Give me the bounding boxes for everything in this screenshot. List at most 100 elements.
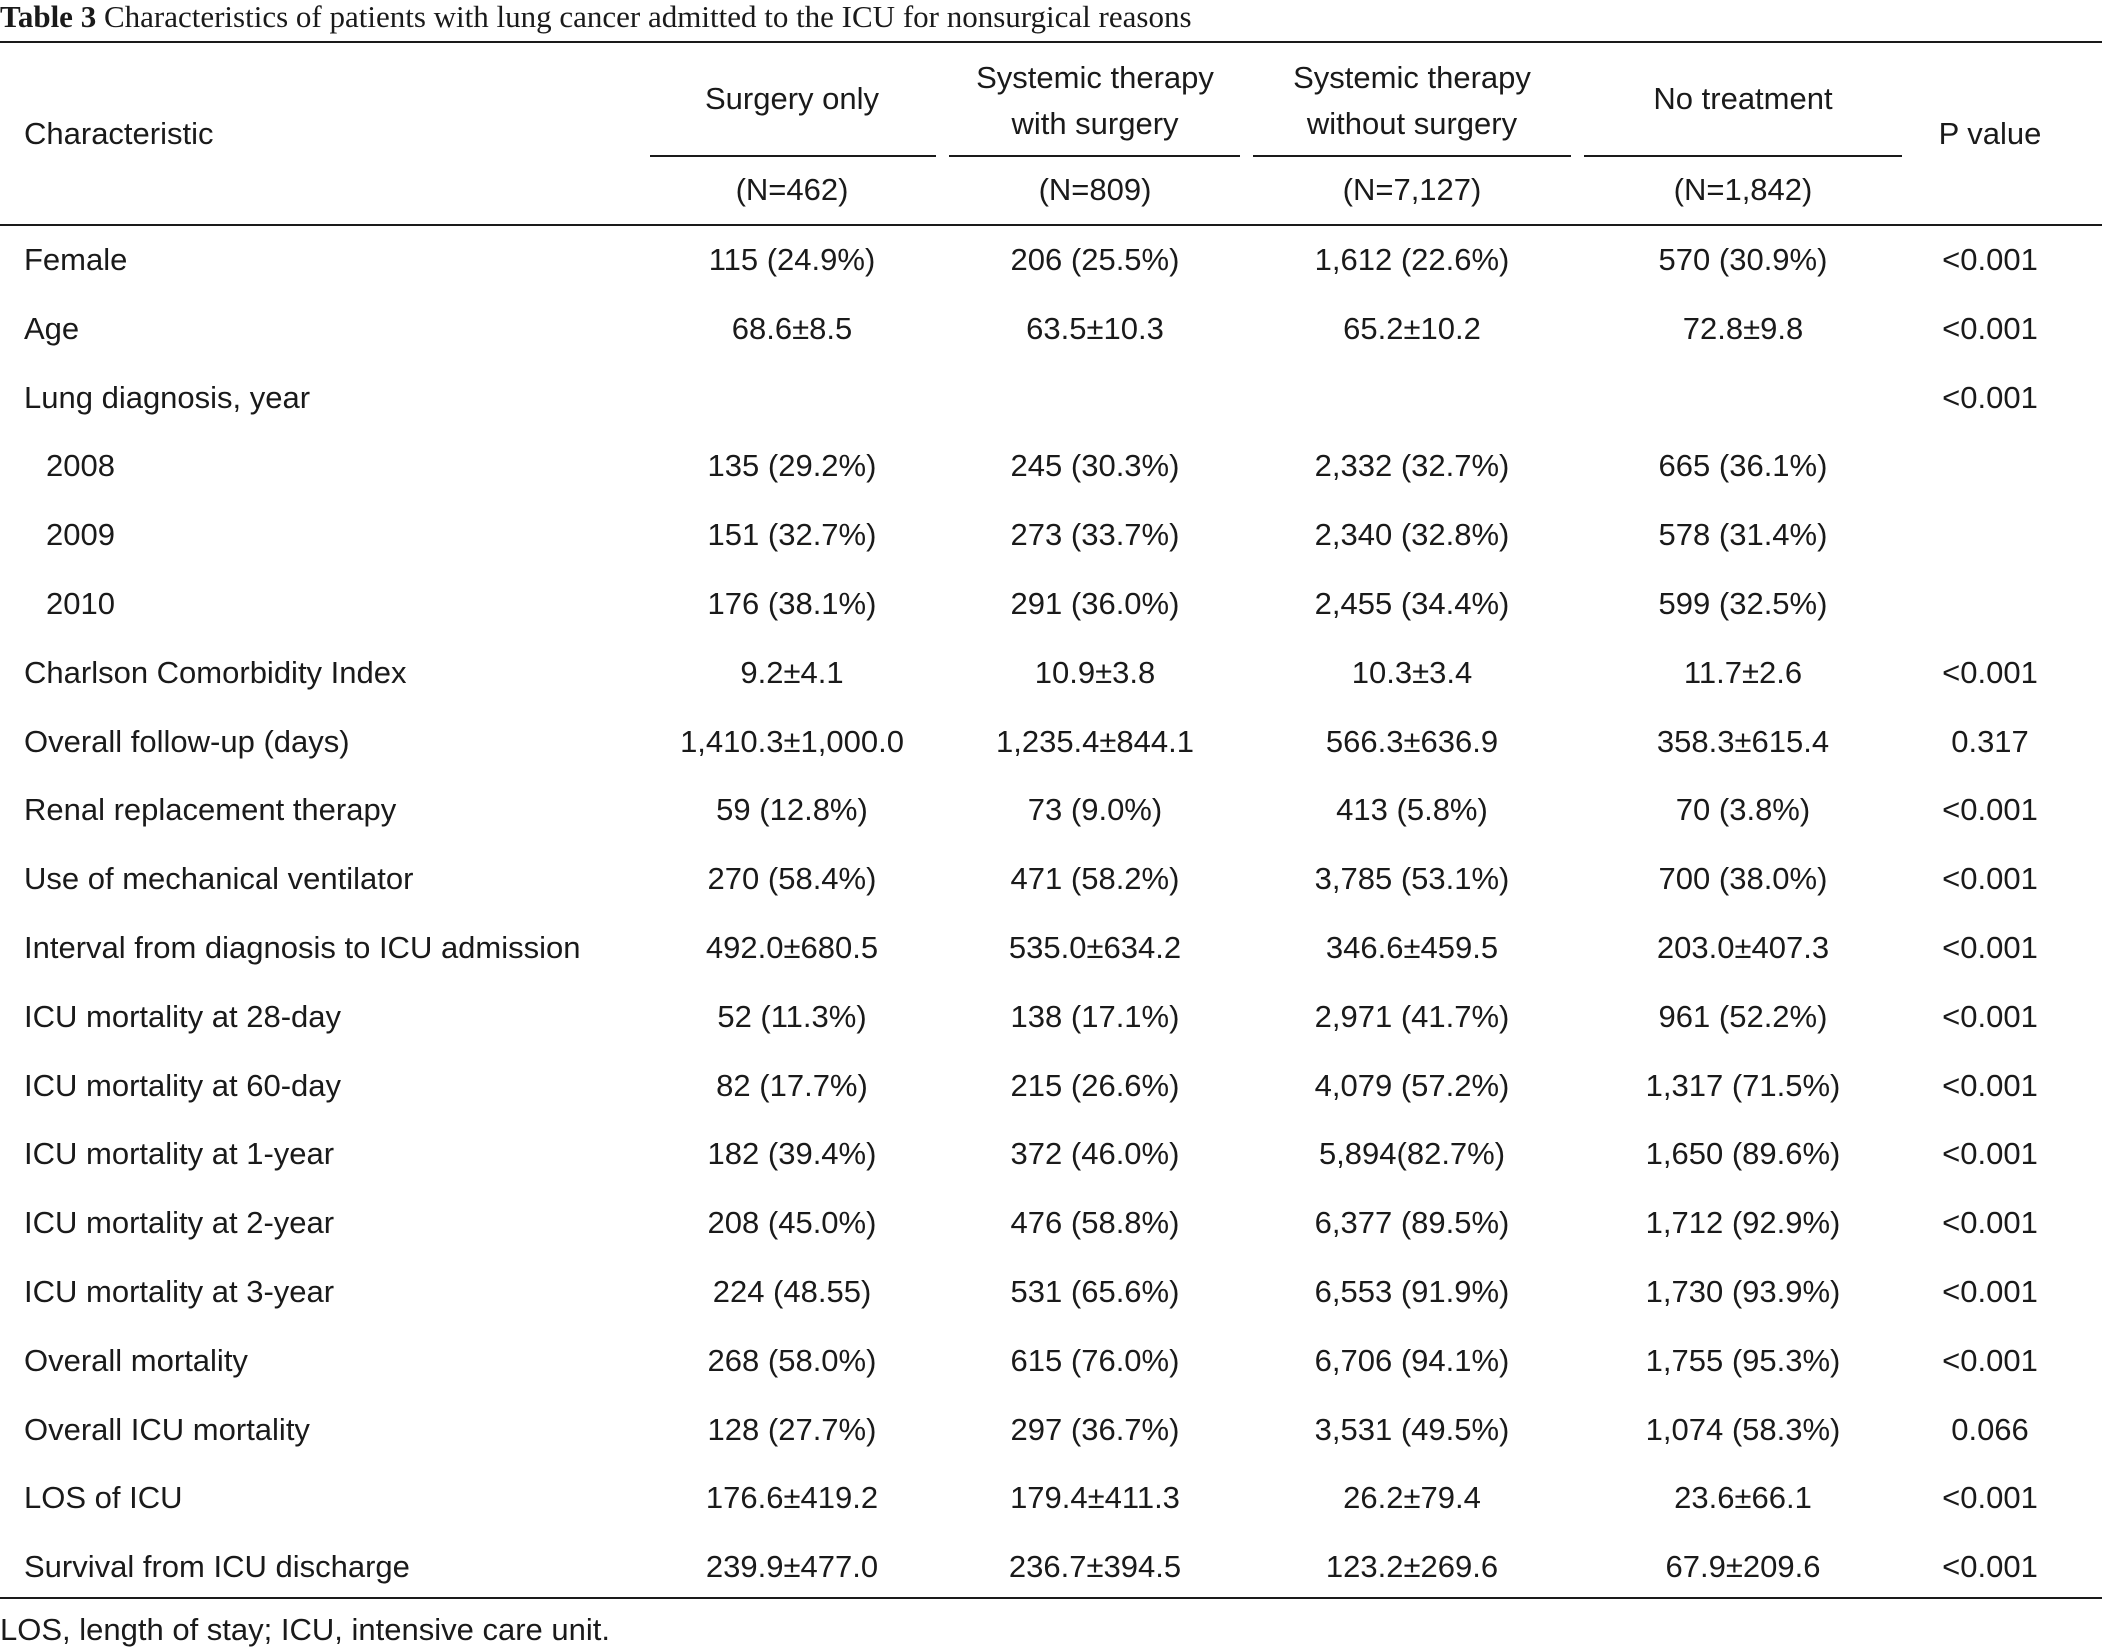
cell-group-1: 176.6±419.2 bbox=[705, 1480, 879, 1516]
cell-group-1: 224 (48.55) bbox=[712, 1274, 872, 1309]
cell-group-1: 135 (29.2%) bbox=[707, 448, 877, 484]
row-label: Use of mechanical ventilator bbox=[24, 861, 414, 897]
cell-p-value: <0.001 bbox=[1942, 1274, 2038, 1309]
cell-group-3: 2,455 (34.4%) bbox=[1314, 586, 1510, 621]
cell-group-2: 535.0±634.2 bbox=[1008, 930, 1182, 965]
row-label: Age bbox=[24, 310, 80, 346]
cell-group-2: 73 (9.0%) bbox=[1027, 792, 1163, 828]
cell-group-4: 1,712 (92.9%) bbox=[1645, 1205, 1841, 1241]
cell-group-4: 1,755 (95.3%) bbox=[1645, 1342, 1841, 1378]
table-row: ICU mortality at 60-day 82 (17.7%) 215 (26… bbox=[0, 1052, 2102, 1121]
cell-group-4: 961 (52.2%) bbox=[1658, 998, 1828, 1034]
cell-group-4: 700 (38.0%) bbox=[1658, 861, 1828, 897]
table-row: ICU mortality at 28-day 52 (11.3%) 138 (17… bbox=[0, 983, 2102, 1052]
row-label: Lung diagnosis, year bbox=[24, 379, 311, 415]
row-label: Charlson Comorbidity Index bbox=[24, 654, 407, 690]
cell-group-4: 23.6±66.1 bbox=[1674, 1480, 1812, 1516]
cell-group-4: 665 (36.1%) bbox=[1658, 448, 1828, 484]
cell-p-value: <0.001 bbox=[1942, 1205, 2038, 1241]
cell-group-1: 1,410.3±1,000.0 bbox=[680, 723, 904, 759]
table-row: Survival from ICU discharge 239.9±477.0 23… bbox=[0, 1533, 2102, 1602]
cell-group-2: 236.7±394.5 bbox=[1008, 1549, 1182, 1585]
header-group-1-underline bbox=[650, 155, 936, 157]
table-row: Interval from diagnosis to ICU admission… bbox=[0, 914, 2102, 983]
cell-group-4: 570 (30.9%) bbox=[1658, 242, 1828, 277]
table-row: Renal replacement therapy 59 (12.8%) 73 (9… bbox=[0, 776, 2102, 845]
cell-group-2: 1,235.4±844.1 bbox=[995, 723, 1195, 759]
cell-group-2: 273 (33.7%) bbox=[1010, 517, 1180, 553]
cell-group-2: 531 (65.6%) bbox=[1010, 1274, 1180, 1309]
cell-group-1: 182 (39.4%) bbox=[707, 1136, 877, 1172]
cell-group-4: 1,074 (58.3%) bbox=[1645, 1411, 1841, 1447]
table-row: Overall mortality 268 (58.0%) 615 (76.0%) 6… bbox=[0, 1327, 2102, 1396]
table-caption: Table 3 Characteristics of patients with… bbox=[0, 0, 1192, 38]
row-label: ICU mortality at 2-year bbox=[24, 1205, 335, 1241]
cell-p-value: <0.001 bbox=[1942, 1549, 2038, 1585]
header-group-1-name: Surgery only bbox=[704, 81, 880, 116]
table-row: LOS of ICU 176.6±419.2 179.4±411.3 26.2±79.… bbox=[0, 1464, 2102, 1533]
cell-group-1: 492.0±680.5 bbox=[705, 930, 879, 965]
cell-group-2: 63.5±10.3 bbox=[1026, 310, 1164, 346]
cell-group-1: 68.6±8.5 bbox=[731, 310, 853, 346]
cell-group-3: 566.3±636.9 bbox=[1325, 723, 1499, 759]
table-row: 2009 151 (32.7%) 273 (33.7%) 2,340 (32.8%) 5… bbox=[0, 501, 2102, 570]
cell-group-2: 372 (46.0%) bbox=[1010, 1136, 1180, 1172]
header-group-3-underline bbox=[1253, 155, 1571, 157]
cell-group-3: 6,706 (94.1%) bbox=[1314, 1342, 1510, 1378]
cell-group-2: 471 (58.2%) bbox=[1010, 861, 1180, 897]
header-group-4-n: (N=1,842) bbox=[1673, 172, 1813, 207]
row-label: Interval from diagnosis to ICU admission bbox=[24, 930, 581, 965]
cell-group-3: 26.2±79.4 bbox=[1343, 1480, 1481, 1516]
cell-group-3: 6,553 (91.9%) bbox=[1314, 1274, 1510, 1309]
header-group-3-name: Systemic therapy without surgery bbox=[1293, 60, 1531, 141]
cell-group-1: 115 (24.9%) bbox=[708, 242, 876, 277]
cell-p-value: <0.001 bbox=[1942, 654, 2038, 690]
cell-group-2: 245 (30.3%) bbox=[1010, 448, 1180, 484]
cell-group-3: 346.6±459.5 bbox=[1325, 930, 1499, 965]
cell-group-3: 5,894(82.7%) bbox=[1318, 1136, 1506, 1172]
header-group-4-underline bbox=[1584, 155, 1902, 157]
cell-group-4: 203.0±407.3 bbox=[1656, 930, 1830, 965]
cell-p-value: <0.001 bbox=[1942, 930, 2038, 965]
cell-group-1: 176 (38.1%) bbox=[707, 586, 877, 621]
header-group-3-n: (N=7,127) bbox=[1342, 172, 1482, 207]
cell-p-value: <0.001 bbox=[1942, 1480, 2038, 1516]
cell-p-value: <0.001 bbox=[1942, 379, 2038, 415]
cell-group-2: 215 (26.6%) bbox=[1010, 1067, 1180, 1103]
row-label: Renal replacement therapy bbox=[24, 792, 397, 828]
cell-group-2: 206 (25.5%) bbox=[1010, 242, 1180, 277]
header-characteristic: Characteristic bbox=[24, 116, 214, 151]
row-label: Survival from ICU discharge bbox=[24, 1549, 410, 1585]
cell-group-3: 4,079 (57.2%) bbox=[1314, 1067, 1510, 1103]
row-label: LOS of ICU bbox=[24, 1480, 183, 1516]
cell-p-value: <0.001 bbox=[1942, 242, 2038, 277]
cell-p-value: <0.001 bbox=[1942, 1136, 2038, 1172]
cell-p-value: 0.066 bbox=[1951, 1411, 2029, 1447]
cell-group-3: 65.2±10.2 bbox=[1343, 310, 1481, 346]
cell-p-value: <0.001 bbox=[1942, 310, 2038, 346]
row-label: Overall ICU mortality bbox=[24, 1411, 310, 1447]
table-top-rule bbox=[0, 41, 2102, 43]
table-caption-label: Table 3 bbox=[0, 0, 97, 34]
header-group-1-n: (N=462) bbox=[735, 172, 849, 207]
table-row: Overall ICU mortality 128 (27.7%) 297 (36.… bbox=[0, 1396, 2102, 1465]
cell-group-4: 1,730 (93.9%) bbox=[1645, 1274, 1841, 1309]
row-label: ICU mortality at 28-day bbox=[24, 998, 341, 1034]
cell-group-2: 291 (36.0%) bbox=[1010, 586, 1180, 621]
table-caption-text: Characteristics of patients with lung ca… bbox=[96, 0, 1192, 34]
table-row: Lung diagnosis, year <0.001 bbox=[0, 364, 2102, 433]
cell-group-3: 123.2±269.6 bbox=[1325, 1549, 1499, 1585]
cell-group-1: 151 (32.7%) bbox=[707, 517, 877, 553]
cell-group-2: 179.4±411.3 bbox=[1010, 1480, 1180, 1516]
cell-p-value: <0.001 bbox=[1942, 861, 2038, 897]
row-label: Overall mortality bbox=[24, 1342, 248, 1378]
cell-group-4: 1,317 (71.5%) bbox=[1645, 1067, 1841, 1103]
row-label: 2010 bbox=[46, 586, 115, 621]
header-group-2-name: Systemic therapy with surgery bbox=[976, 60, 1214, 141]
cell-group-3: 3,531 (49.5%) bbox=[1314, 1411, 1510, 1447]
cell-group-3: 2,971 (41.7%) bbox=[1314, 998, 1510, 1034]
cell-group-4: 599 (32.5%) bbox=[1658, 586, 1828, 621]
row-label: ICU mortality at 1-year bbox=[24, 1136, 335, 1172]
table-row: ICU mortality at 1-year 182 (39.4%) 372 (4… bbox=[0, 1120, 2102, 1189]
cell-group-1: 270 (58.4%) bbox=[707, 861, 877, 897]
